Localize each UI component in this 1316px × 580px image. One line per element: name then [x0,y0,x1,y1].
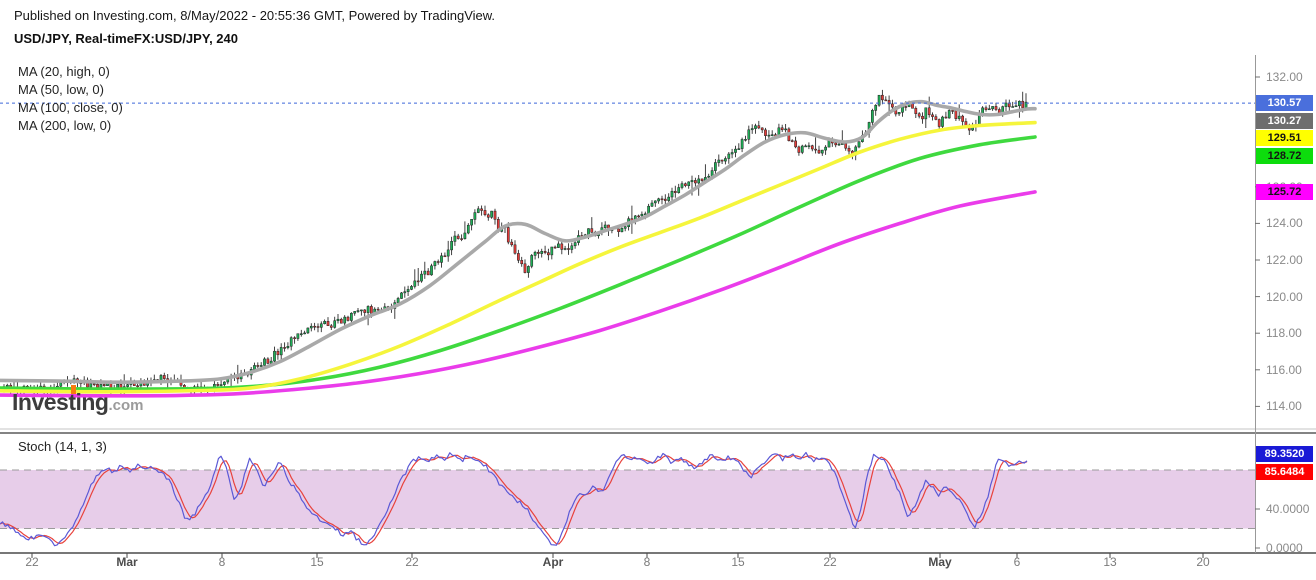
ma100-badge: 128.72 [1256,147,1313,164]
x-axis-label: 22 [405,555,419,569]
price-tick-label: 118.00 [1266,326,1302,341]
price-tick-label: 120.00 [1266,289,1303,304]
ma-label-200: MA (200, low, 0) [18,118,112,133]
ma200-badge: 125.72 [1256,183,1313,200]
price-tick-label: 124.00 [1266,216,1303,231]
x-axis-label: 20 [1196,555,1210,569]
x-axis-label: 8 [643,555,651,569]
price-tick-label: 114.00 [1266,399,1302,414]
stoch-tick-label: 40.0000 [1266,502,1310,516]
stoch-label: Stoch (14, 1, 3) [18,439,107,454]
x-axis-label: 22 [823,555,837,569]
stoch-d-badge: 85.6484 [1256,463,1313,480]
x-axis-label: Apr [542,555,564,569]
ma20-badge: 130.27 [1256,112,1313,129]
price-tick-label: 122.00 [1266,253,1303,267]
ma-label-100: MA (100, close, 0) [18,100,123,115]
logo-suffix: .com [108,397,144,414]
ma-label-20: MA (20, high, 0) [18,64,110,79]
x-axis-label: 6 [1013,555,1021,569]
x-axis-label: 15 [731,555,745,569]
price-tick-label: 116.00 [1266,362,1302,377]
stoch-k-badge: 89.3520 [1256,445,1313,462]
logo-text: Investing [12,389,109,415]
x-axis-label: 8 [218,555,226,569]
x-axis-label: 13 [1103,555,1117,569]
published-line: Published on Investing.com, 8/May/2022 -… [14,8,496,23]
logo-accent-icon [71,385,76,394]
x-axis-label: 22 [25,555,39,569]
ma-label-50: MA (50, low, 0) [18,82,104,97]
price-tick-label: 132.00 [1266,70,1303,84]
ma50-badge: 129.51 [1256,130,1313,147]
symbol-title: USD/JPY, Real-timeFX:USD/JPY, 240 [14,31,238,46]
investing-logo: Investing.com [12,385,144,416]
stoch-tick-label: 0.0000 [1266,541,1303,555]
x-axis-label: May [928,555,952,569]
x-axis-label: 15 [310,555,324,569]
last-price-badge: 130.57 [1256,95,1313,112]
x-axis-label: Mar [116,555,138,569]
